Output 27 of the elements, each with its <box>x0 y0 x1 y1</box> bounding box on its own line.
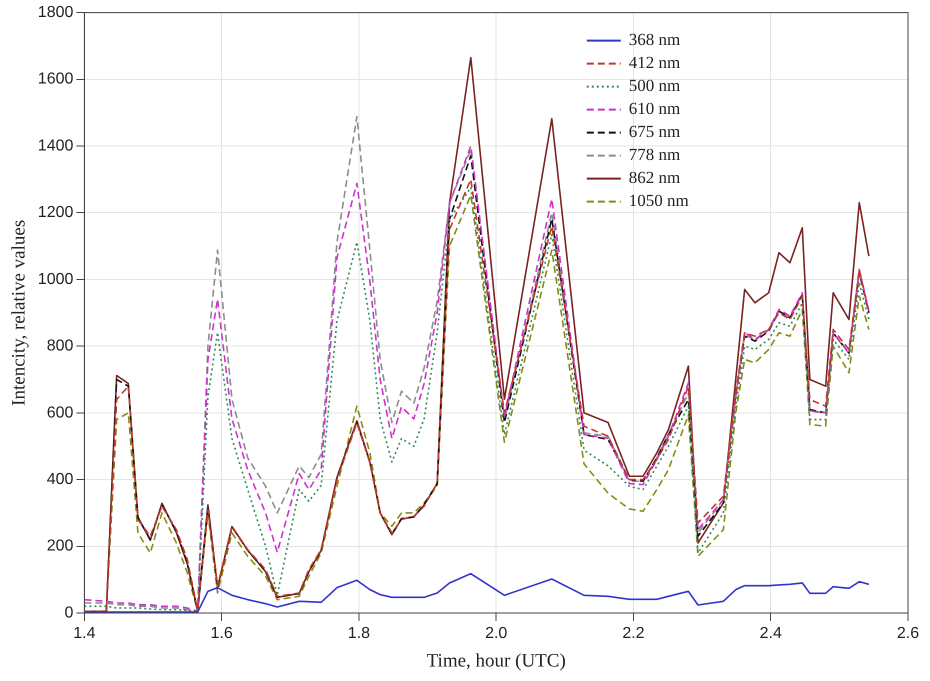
x-tick-label: 2.6 <box>896 625 920 642</box>
x-tick-label: 2.0 <box>485 625 508 642</box>
legend-label: 368 nm <box>628 30 680 50</box>
x-tick-label: 1.6 <box>210 625 233 642</box>
legend-label: 500 nm <box>628 76 680 96</box>
legend-label: 610 nm <box>628 99 680 118</box>
legend-label: 1050 nm <box>628 191 689 210</box>
legend-label: 675 nm <box>628 122 680 142</box>
y-tick-label: 400 <box>46 470 74 488</box>
legend-label: 862 nm <box>628 168 680 188</box>
x-axis-title: Time, hour (UTC) <box>426 650 566 672</box>
y-tick-label: 1000 <box>38 270 74 288</box>
y-axis-title: Intencity, relative values <box>8 220 30 406</box>
y-tick-label: 0 <box>64 604 74 622</box>
x-tick-label: 1.8 <box>348 625 370 642</box>
y-tick-label: 1800 <box>38 4 74 22</box>
y-tick-label: 600 <box>46 404 74 422</box>
y-tick-label: 800 <box>46 338 74 355</box>
y-tick-label: 1400 <box>38 137 74 154</box>
y-tick-label: 200 <box>46 538 74 555</box>
y-tick-label: 1200 <box>38 204 74 222</box>
x-tick-label: 2.2 <box>622 625 645 642</box>
legend-label: 412 nm <box>628 53 680 72</box>
x-tick-label: 1.4 <box>73 625 96 642</box>
legend-label: 778 nm <box>628 145 680 164</box>
x-tick-label: 2.4 <box>760 625 782 642</box>
y-tick-label: 1600 <box>38 70 74 88</box>
